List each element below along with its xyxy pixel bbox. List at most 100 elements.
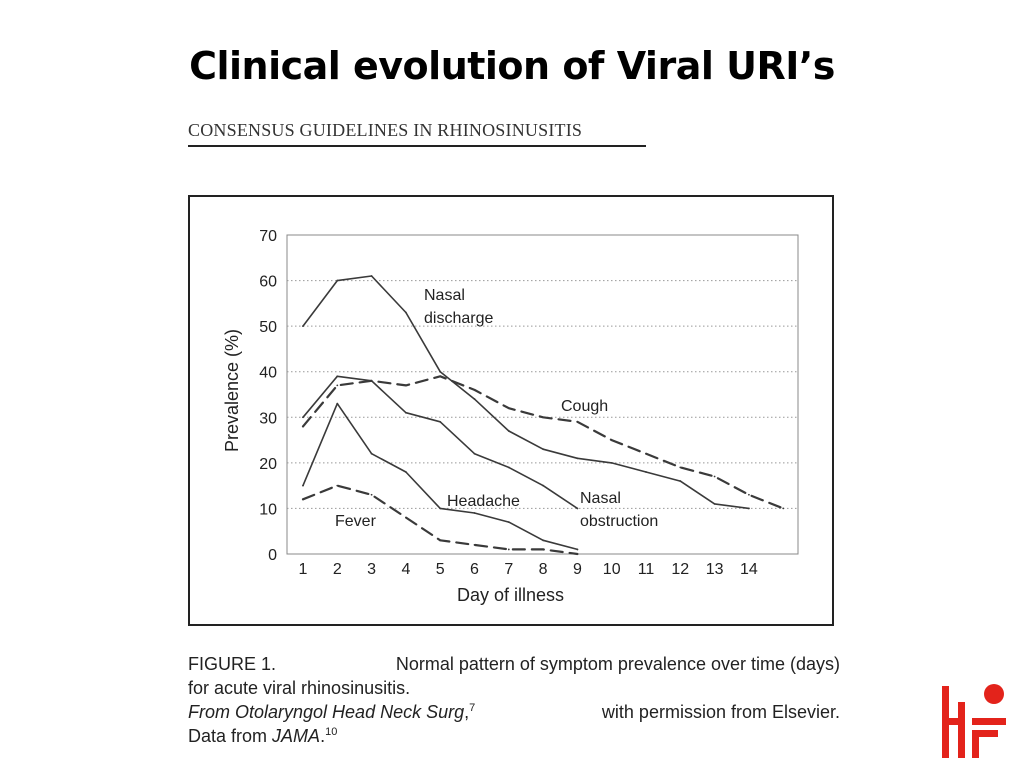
caption-line-2: for acute viral rhinosinusitis.: [188, 678, 411, 698]
data-point-fever: [370, 493, 373, 496]
x-tick-label: 5: [436, 561, 445, 578]
figure-label: FIGURE 1.: [188, 654, 277, 674]
plot-frame: [286, 234, 799, 555]
data-point-nasal-obstruction: [336, 375, 339, 378]
x-tick-label: 1: [299, 561, 308, 578]
caption-line-3: From Otolaryngol Head Neck Surg,7 with p…: [188, 702, 840, 722]
data-point-nasal-discharge: [302, 325, 304, 328]
data-point-cough: [473, 389, 476, 391]
series-label: Nasal: [580, 490, 621, 507]
data-point-nasal-discharge: [405, 311, 407, 314]
data-point-fever: [439, 539, 442, 542]
series-label: Fever: [335, 513, 377, 530]
data-point-headache: [439, 507, 442, 510]
data-point-nasal-discharge: [713, 502, 716, 505]
series-label: Headache: [447, 493, 520, 510]
y-tick-label: 10: [259, 501, 277, 518]
source-journal: From Otolaryngol Head Neck Surg: [188, 702, 465, 722]
data-point-headache: [405, 471, 407, 473]
y-tick-label: 20: [259, 456, 277, 473]
y-tick-label: 70: [259, 228, 277, 245]
data-point-fever: [473, 543, 476, 546]
x-tick-label: 12: [671, 561, 689, 578]
series-label: discharge: [424, 310, 493, 327]
caption-line-4: Data from JAMA.10: [188, 726, 338, 746]
data-point-cough: [576, 420, 579, 423]
data-point-cough: [542, 416, 544, 419]
data-point-fever: [507, 548, 510, 551]
data-point-headache: [302, 484, 304, 487]
source-ref: 7: [469, 702, 476, 714]
x-tick-label: 8: [539, 561, 548, 578]
x-tick-label: 13: [706, 561, 724, 578]
data-point-nasal-discharge: [576, 457, 579, 460]
data-point-headache: [370, 452, 373, 455]
data-point-cough: [405, 384, 407, 387]
series-line-nasal-obstruction: [302, 375, 579, 510]
data-point-cough: [507, 407, 510, 410]
data-point-nasal-obstruction: [370, 379, 373, 382]
x-tick-label: 6: [470, 561, 479, 578]
data-point-headache: [336, 402, 339, 405]
y-tick-label: 0: [268, 547, 277, 564]
data-point-headache: [542, 539, 544, 542]
institution-logo: [942, 684, 1006, 758]
x-tick-label: 7: [504, 561, 513, 578]
data-point-cough: [748, 493, 750, 496]
data-point-cough: [610, 439, 613, 441]
series-line-cough: [301, 375, 785, 510]
data-point-headache: [507, 521, 510, 523]
caption-line-1: FIGURE 1. Normal pattern of symptom prev…: [188, 652, 840, 676]
series-label: Cough: [561, 398, 608, 415]
series-line-nasal-discharge: [302, 275, 750, 510]
data-point-headache: [473, 512, 476, 514]
data-point-nasal-discharge: [439, 370, 442, 373]
data-point-nasal-discharge: [610, 461, 613, 464]
data-point-nasal-discharge: [748, 507, 750, 510]
data-point-nasal-obstruction: [439, 420, 442, 423]
data-point-nasal-obstruction: [405, 411, 407, 414]
data-point-fever: [405, 516, 407, 519]
data-ref: 10: [325, 726, 338, 738]
data-point-nasal-obstruction: [576, 507, 579, 510]
source-permission: with permission from Elsevier.: [601, 702, 840, 722]
data-point-nasal-discharge: [507, 430, 510, 432]
data-prefix: Data from: [188, 726, 268, 746]
data-point-cough: [713, 475, 716, 478]
x-tick-label: 2: [333, 561, 342, 578]
figure-caption: FIGURE 1. Normal pattern of symptom prev…: [188, 652, 840, 748]
x-tick-label: 4: [401, 561, 410, 578]
y-tick-label: 50: [259, 319, 277, 336]
data-point-cough: [302, 425, 304, 428]
data-point-nasal-discharge: [370, 275, 373, 277]
data-point-cough: [336, 384, 339, 387]
data-point-fever: [302, 498, 304, 501]
data-point-cough: [782, 507, 785, 510]
y-tick-label: 30: [259, 410, 277, 427]
y-axis-label: Prevalence (%): [222, 329, 242, 452]
x-tick-label: 3: [367, 561, 376, 578]
data-point-fever: [576, 553, 579, 555]
data-point-cough: [679, 466, 682, 469]
data-point-nasal-discharge: [336, 279, 339, 282]
data-point-cough: [439, 375, 442, 378]
data-point-nasal-discharge: [645, 471, 647, 473]
y-tick-label: 40: [259, 365, 277, 382]
x-tick-label: 11: [638, 561, 655, 578]
data-point-headache: [576, 548, 579, 551]
data-point-fever: [542, 548, 544, 551]
source-header: CONSENSUS GUIDELINES IN RHINOSINUSITIS: [188, 120, 646, 147]
data-point-nasal-obstruction: [542, 484, 544, 487]
data-point-nasal-obstruction: [302, 416, 304, 419]
data-point-fever: [336, 484, 339, 487]
slide-title: Clinical evolution of Viral URI’s: [189, 44, 835, 88]
x-tick-label: 9: [573, 561, 582, 578]
data-point-nasal-obstruction: [473, 452, 476, 455]
figure-box: 0 10 20 30 40 50 60 70 1 2 3 4 5 6 7 8 9 10 11 12 13 14 Day of…: [188, 195, 834, 626]
x-axis-label: Day of illness: [457, 585, 564, 605]
data-point-nasal-discharge: [679, 480, 682, 482]
data-point-nasal-discharge: [473, 398, 476, 400]
caption-text-1: Normal pattern of symptom prevalence ove…: [395, 654, 840, 674]
data-journal: JAMA: [272, 726, 321, 746]
